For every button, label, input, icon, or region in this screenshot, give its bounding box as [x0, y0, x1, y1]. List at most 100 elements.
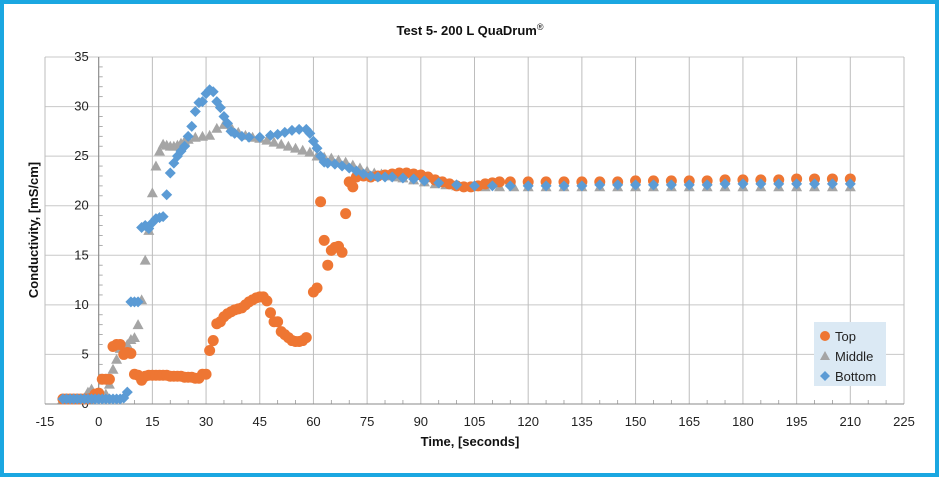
bottom-point	[372, 171, 384, 183]
top-point	[494, 176, 506, 188]
bottom-point	[243, 131, 255, 143]
middle-point	[150, 160, 162, 171]
bottom-point	[161, 189, 173, 201]
bottom-point	[683, 179, 695, 191]
middle-point	[268, 136, 280, 147]
middle-point	[297, 144, 309, 155]
top-point	[336, 246, 348, 258]
bottom-point	[386, 171, 398, 183]
bottom-point	[379, 171, 391, 183]
x-tick-label: 120	[517, 414, 539, 429]
top-point	[200, 368, 212, 380]
bottom-point	[522, 180, 534, 192]
middle-point	[211, 122, 223, 133]
middle-point	[146, 187, 158, 198]
middle-point	[154, 145, 166, 156]
legend-label-middle: Middle	[835, 349, 873, 364]
bottom-point	[254, 131, 266, 143]
data-series	[57, 84, 856, 405]
top-point	[125, 347, 137, 359]
top-point	[103, 373, 115, 385]
bottom-point	[826, 178, 838, 190]
top-point	[300, 332, 312, 344]
y-tick-label: 5	[81, 346, 88, 361]
x-tick-label: 210	[839, 414, 861, 429]
top-point	[272, 316, 284, 328]
bottom-point	[132, 296, 144, 308]
y-axis-label: Conductivity, [mS/cm]	[26, 162, 41, 298]
x-tick-label: 225	[893, 414, 915, 429]
x-tick-label: 0	[95, 414, 102, 429]
bottom-point	[304, 127, 316, 139]
legend-label-top: Top	[835, 329, 856, 344]
bottom-point	[157, 211, 169, 223]
tick-labels: 05101520253035-1501530456075901051201351…	[36, 49, 915, 429]
x-tick-label: 45	[253, 414, 267, 429]
series-top	[57, 167, 856, 405]
bottom-point	[311, 142, 323, 154]
middle-point	[132, 319, 144, 330]
bottom-point	[214, 102, 226, 114]
bottom-point	[222, 117, 234, 129]
top-point	[347, 181, 359, 193]
x-tick-label: 180	[732, 414, 754, 429]
top-point	[340, 208, 352, 220]
top-point	[315, 196, 327, 208]
x-axis-label: Time, [seconds]	[421, 434, 520, 449]
middle-point	[304, 146, 316, 157]
y-tick-label: 25	[74, 148, 88, 163]
chart-title: Test 5- 200 L QuaDrum®	[396, 22, 543, 38]
bottom-point	[540, 180, 552, 192]
x-tick-label: 135	[571, 414, 593, 429]
bottom-point	[365, 170, 377, 182]
bottom-point	[791, 178, 803, 190]
bottom-point	[647, 179, 659, 191]
bottom-point	[182, 130, 194, 142]
x-tick-label: 165	[678, 414, 700, 429]
middle-point	[107, 363, 119, 374]
bottom-point	[189, 106, 201, 118]
middle-point	[128, 332, 140, 342]
y-tick-label: 10	[74, 297, 88, 312]
bottom-point	[451, 179, 463, 191]
legend-label-bottom: Bottom	[835, 369, 876, 384]
y-tick-label: 30	[74, 99, 88, 114]
top-point	[322, 259, 334, 271]
middle-point	[111, 353, 123, 364]
bottom-point	[433, 177, 445, 189]
bottom-point	[844, 178, 856, 190]
bottom-point	[186, 120, 198, 132]
middle-legend-marker	[820, 351, 830, 360]
bottom-point	[719, 178, 731, 190]
middle-point	[204, 129, 216, 140]
bottom-point	[236, 130, 248, 142]
legend: Top Middle Bottom	[814, 322, 886, 386]
bottom-point	[755, 178, 767, 190]
x-tick-label: 60	[306, 414, 320, 429]
x-tick-label: 30	[199, 414, 213, 429]
y-tick-label: 15	[74, 247, 88, 262]
y-tick-label: 20	[74, 198, 88, 213]
bottom-point	[594, 179, 606, 191]
middle-point	[275, 138, 287, 149]
top-point	[318, 234, 330, 246]
middle-point	[261, 134, 273, 145]
bottom-point	[164, 167, 176, 179]
x-tick-label: 90	[414, 414, 428, 429]
bottom-point	[179, 140, 191, 152]
x-tick-label: 75	[360, 414, 374, 429]
top-point	[261, 295, 273, 307]
bottom-point	[286, 124, 298, 136]
top-point	[114, 339, 126, 351]
top-point	[264, 307, 276, 319]
x-tick-label: 195	[786, 414, 808, 429]
bottom-point	[418, 175, 430, 187]
bottom-point	[701, 179, 713, 191]
x-tick-label: 105	[464, 414, 486, 429]
bottom-point	[504, 180, 516, 192]
middle-point	[282, 140, 294, 151]
bottom-point	[576, 180, 588, 192]
bottom-point	[121, 386, 133, 398]
